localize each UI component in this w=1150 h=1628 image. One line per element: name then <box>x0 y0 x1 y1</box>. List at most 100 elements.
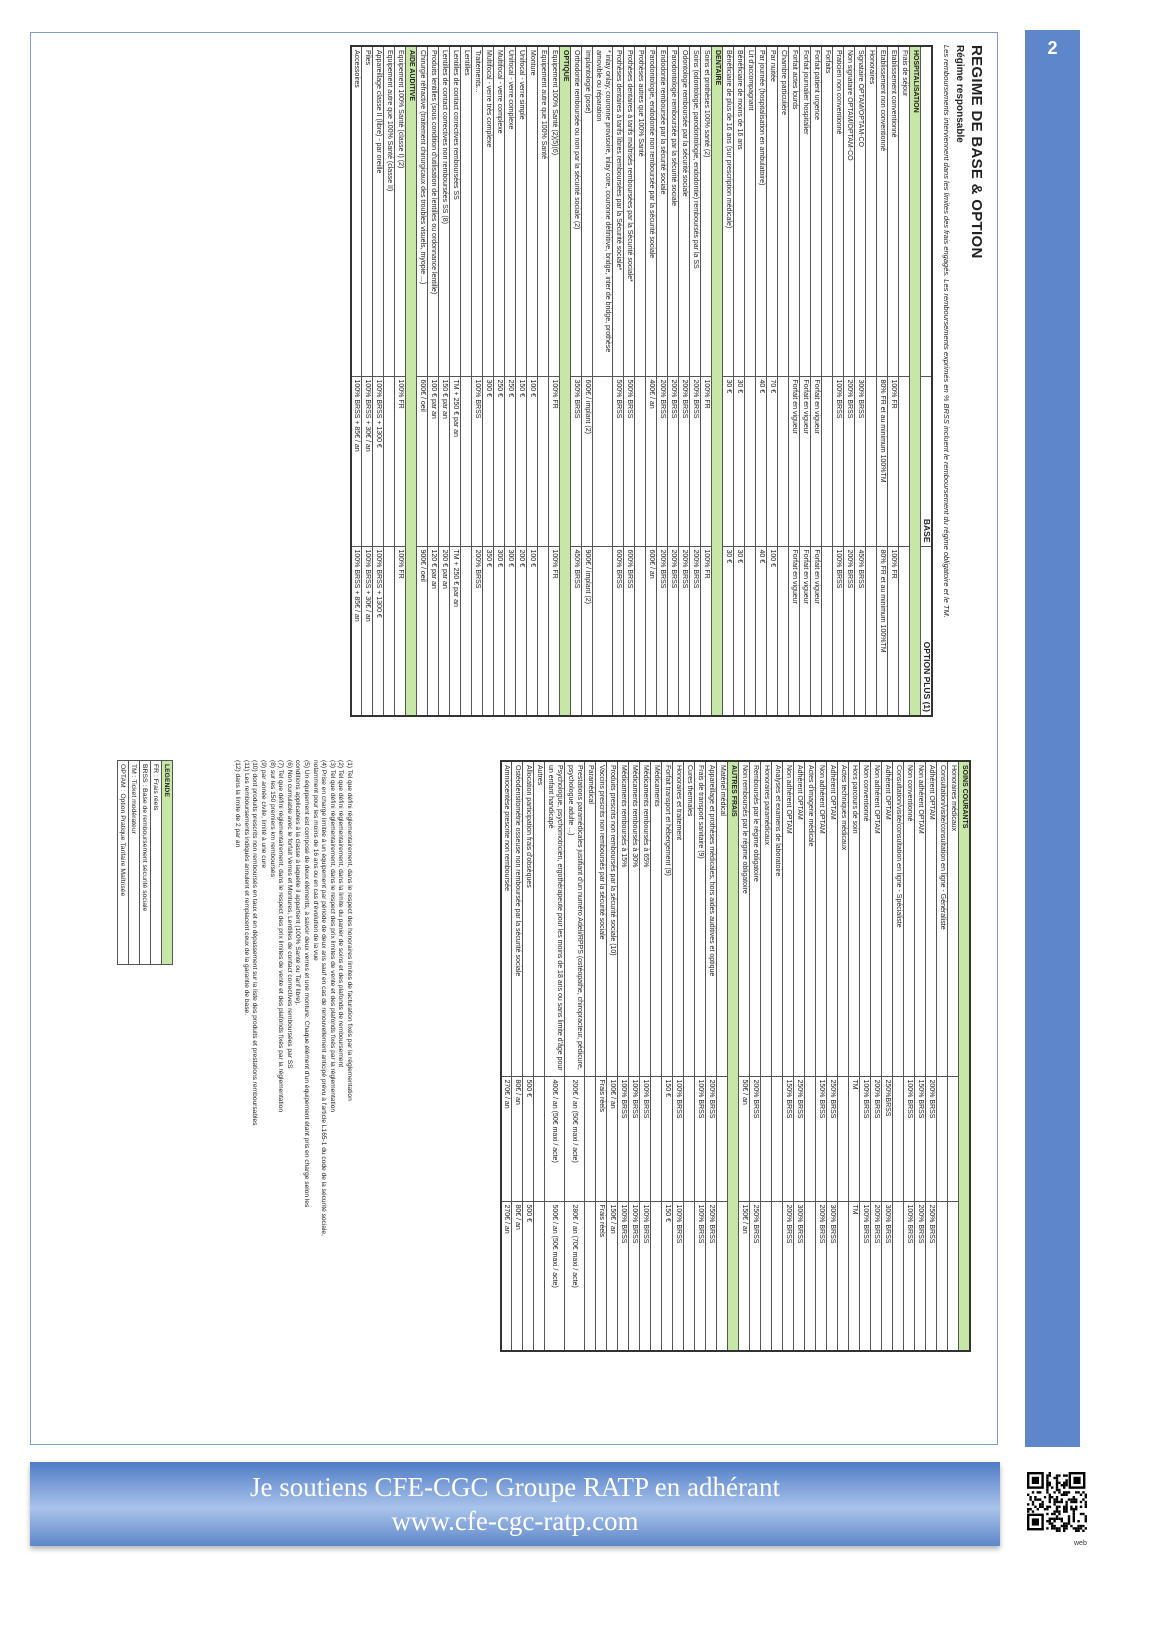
qr-module <box>1060 1524 1063 1528</box>
table-row: Adhérent OPTAM 250% BRSS 300% BRSS <box>794 761 805 1352</box>
table-row: Appareillage et prothèses médicales, hor… <box>706 761 717 1352</box>
qr-module <box>1067 1522 1071 1525</box>
banner-url[interactable]: www.cfe-cgc-ratp.com <box>391 1506 639 1536</box>
table-row: Honoraires paramédicaux <box>761 761 772 1352</box>
qr-module <box>1027 1510 1030 1513</box>
value-cell: 200% BRSS <box>679 546 690 716</box>
value-cell: 100% FR <box>549 546 560 716</box>
label-cell: Non adhérent OPTAM <box>871 761 882 1076</box>
footnote: (5) Un équipement est composé de deux él… <box>303 760 311 1208</box>
label-cell: Non remboursés par le régime obligatoire <box>739 761 750 1076</box>
table-row: Remboursés par le régime obligatoire 200%… <box>750 761 761 1352</box>
label-cell: Non adhérent OPTAM <box>783 761 794 1076</box>
qr-module <box>1048 1500 1051 1504</box>
table-row: Multifocal - verre complexe 250 €300 € <box>494 46 505 716</box>
qr-module <box>1082 1512 1085 1516</box>
footnote: (7) Tel que défini réglementairement, da… <box>277 760 285 1113</box>
label-cell: Lentilles <box>461 46 472 376</box>
label-cell: Lentilles de contact correctives rembour… <box>450 46 461 376</box>
label-cell: Multifocal - verre complexe <box>494 46 505 376</box>
qr-module <box>1063 1484 1066 1487</box>
value-cell: 100% BRSS + 30€ / an <box>362 376 373 546</box>
qr-module <box>1055 1479 1059 1482</box>
empty-cell <box>805 1076 816 1201</box>
table-row: Signataire OPTAM/OPTAM-CO 300% BRSS 450% B… <box>855 46 866 716</box>
value-cell: 500 € <box>523 1201 534 1352</box>
label-cell: Actes d'imagerie médicale <box>805 761 816 1076</box>
table-row: Adhérent OPTAM 250% BRSS 300% BRSS <box>827 761 838 1352</box>
table-row: Cures thermales <box>684 761 695 1352</box>
qr-module <box>1072 1500 1075 1504</box>
qr-module <box>1073 1476 1081 1484</box>
qr-module <box>1046 1491 1049 1494</box>
table-row: Lentilles de contact correctives rembour… <box>450 46 461 716</box>
value-cell: 200 € <box>516 546 527 716</box>
empty-cell <box>461 376 472 546</box>
empty-cell <box>384 376 395 546</box>
value-cell: 600€ / oeil <box>417 376 428 546</box>
value-cell: 300 € <box>494 546 505 716</box>
qr-module <box>1055 1510 1059 1513</box>
empty-cell <box>585 1076 596 1201</box>
table-row: Adhérent OPTAM 200% BRSS 250% BRSS <box>926 761 937 1352</box>
empty-cell <box>761 1076 772 1201</box>
table-row: Lentilles <box>461 46 472 716</box>
qr-module <box>1041 1503 1044 1506</box>
value-cell: 100% FR <box>395 376 406 546</box>
qr-module <box>1067 1491 1071 1494</box>
section-title: HOSPITALISATION <box>910 46 921 716</box>
label-cell: Consultation/visite/consultation en lign… <box>937 761 948 1076</box>
qr-module <box>1053 1503 1056 1506</box>
banner-text: Je soutiens CFE-CGC Groupe RATP en adhér… <box>250 1472 780 1502</box>
qr-label: web <box>1074 1540 1087 1547</box>
qr-module <box>1055 1515 1059 1518</box>
qr-module <box>1084 1515 1087 1518</box>
qr-module <box>1036 1498 1039 1501</box>
qr-module <box>1058 1505 1061 1508</box>
qr-module <box>1046 1488 1049 1492</box>
empty-cell <box>822 546 833 716</box>
qr-module <box>1027 1503 1030 1506</box>
empty-cell <box>948 1201 959 1352</box>
value-cell: 200% BRSS <box>871 1076 882 1201</box>
qr-module <box>1039 1503 1042 1506</box>
label-cell: Signataire OPTAM/OPTAM-CO <box>855 46 866 376</box>
legend-row: OPTAM : Option Pratique Tarifaire Maîtri… <box>117 760 129 965</box>
qr-module <box>1058 1488 1061 1492</box>
qr-module <box>1058 1474 1061 1477</box>
label-cell: Adhérent OPTAM <box>827 761 838 1076</box>
qr-module <box>1046 1508 1049 1511</box>
value-cell: 250 € <box>494 376 505 546</box>
value-cell: 200% BRSS <box>816 1201 827 1352</box>
value-cell: 100% FR <box>888 546 899 716</box>
value-cell: 150€ / an <box>739 1201 750 1352</box>
qr-module <box>1053 1476 1056 1480</box>
value-cell: 100% BRSS <box>695 1201 706 1352</box>
table-row: Lit d'accompagnant <box>745 46 756 716</box>
value-cell: 100% BRSS <box>833 376 844 546</box>
section-row: AUTRES FRAIS <box>728 761 739 1352</box>
qr-module <box>1072 1498 1075 1501</box>
table-row: Médicaments remboursés à 30% 100% BRSS 100… <box>629 761 640 1352</box>
section-title: DENTAIRE <box>712 46 723 716</box>
qr-module <box>1067 1517 1071 1520</box>
value-cell: 250% BRSS <box>750 1201 761 1352</box>
qr-module <box>1051 1496 1054 1499</box>
value-cell: 300% BRSS <box>827 1201 838 1352</box>
qr-module <box>1055 1488 1059 1492</box>
label-cell: Adhérent OPTAM <box>882 761 893 1076</box>
legend-item: OPTAM : Option Pratique Tarifaire Maîtri… <box>117 760 129 965</box>
label-cell: Honoraires médicaux <box>948 761 959 1076</box>
value-cell: Forfait en vigueur <box>800 546 811 716</box>
banner: Je soutiens CFE-CGC Groupe RATP en adhér… <box>30 1462 1000 1546</box>
table-row: Forfait journalier hospitalier Forfait en… <box>800 46 811 716</box>
value-cell: 200€ / an (50€ maxi / acte) <box>565 1076 585 1201</box>
qr-module <box>1055 1505 1059 1508</box>
qr-module <box>1034 1496 1037 1499</box>
qr-module <box>1079 1493 1083 1496</box>
qr-module <box>1077 1520 1080 1523</box>
label-cell: Etablissement conventionné <box>888 46 899 376</box>
qr-module <box>1067 1520 1071 1523</box>
qr-module <box>1027 1493 1030 1496</box>
label-cell: Frais de transport sanitaire (9) <box>695 761 706 1076</box>
